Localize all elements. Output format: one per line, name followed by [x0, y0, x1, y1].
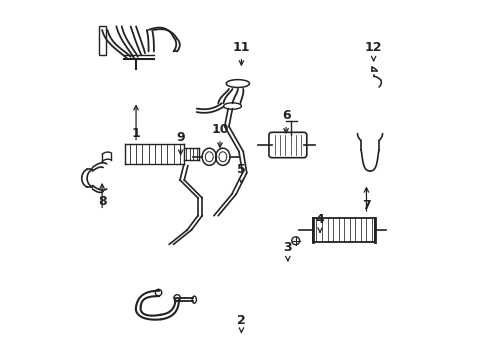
Bar [313, 219, 375, 242]
Text: 12: 12 [365, 41, 382, 54]
Text: 11: 11 [233, 41, 250, 54]
Text: 3: 3 [284, 241, 292, 255]
Text: 1: 1 [132, 127, 141, 140]
Text: 9: 9 [176, 131, 185, 144]
Text: 4: 4 [316, 213, 324, 226]
Text: 7: 7 [362, 198, 371, 212]
Text: 2: 2 [237, 314, 246, 327]
Text: 5: 5 [237, 163, 246, 176]
Text: 10: 10 [211, 123, 229, 136]
Text: 6: 6 [282, 109, 291, 122]
Text: 8: 8 [98, 195, 106, 208]
